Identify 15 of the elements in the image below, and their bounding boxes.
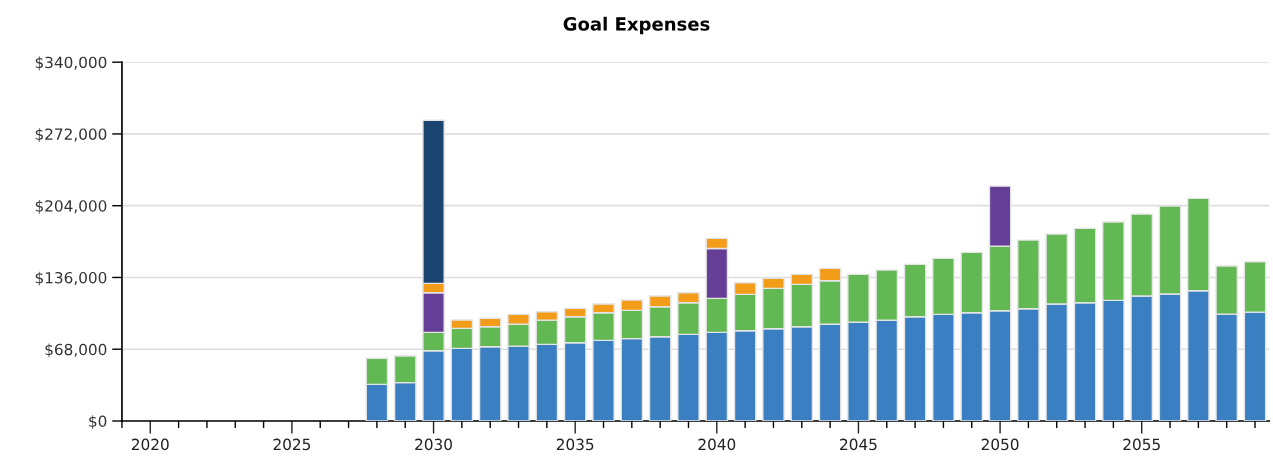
x-tick-label: 2050 (981, 438, 1019, 451)
x-tick-label: 2035 (556, 438, 594, 451)
y-tick-label: $0 (89, 415, 107, 430)
x-tick-label: 2020 (131, 438, 169, 451)
x-tick-label: 2025 (273, 438, 311, 451)
x-tick-label: 2045 (840, 438, 877, 451)
y-tick-label: $272,000 (35, 128, 107, 142)
y-tick-label: $136,000 (35, 271, 107, 286)
y-tick-label: $68,000 (45, 343, 107, 358)
x-tick-label: 2055 (1123, 438, 1160, 451)
y-tick-label: $204,000 (35, 199, 107, 214)
y-tick-label: $340,000 (35, 56, 107, 71)
chart-title: Goal Expenses (563, 16, 710, 35)
x-tick-label: 2030 (415, 438, 452, 451)
x-tick-label: 2040 (698, 438, 736, 451)
